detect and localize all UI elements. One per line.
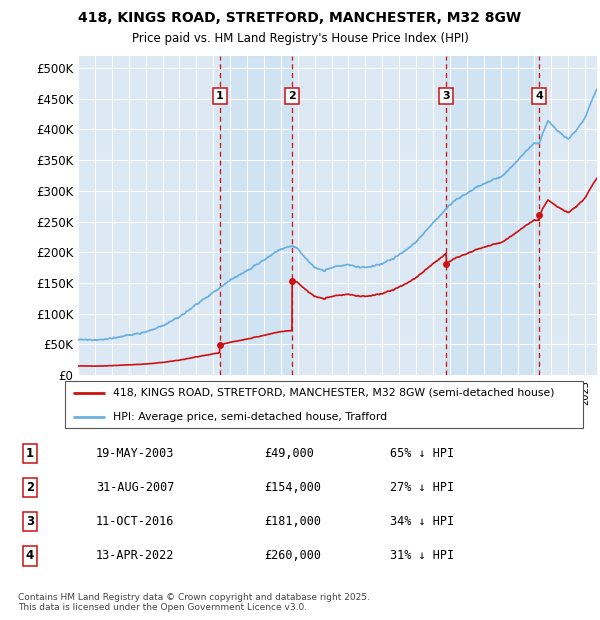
Text: HPI: Average price, semi-detached house, Trafford: HPI: Average price, semi-detached house,… [113,412,387,422]
Text: 418, KINGS ROAD, STRETFORD, MANCHESTER, M32 8GW (semi-detached house): 418, KINGS ROAD, STRETFORD, MANCHESTER, … [113,388,554,398]
Text: 27% ↓ HPI: 27% ↓ HPI [390,481,454,494]
Text: £181,000: £181,000 [264,515,321,528]
Text: 19-MAY-2003: 19-MAY-2003 [96,447,175,460]
Text: 31% ↓ HPI: 31% ↓ HPI [390,549,454,562]
Text: 2: 2 [289,91,296,100]
Text: 3: 3 [442,91,450,100]
Text: 31-AUG-2007: 31-AUG-2007 [96,481,175,494]
Text: 4: 4 [26,549,34,562]
Text: 1: 1 [216,91,224,100]
Text: 1: 1 [26,447,34,460]
Text: £260,000: £260,000 [264,549,321,562]
Text: 3: 3 [26,515,34,528]
Text: Contains HM Land Registry data © Crown copyright and database right 2025.
This d: Contains HM Land Registry data © Crown c… [18,593,370,613]
Text: 4: 4 [535,91,543,100]
Text: 13-APR-2022: 13-APR-2022 [96,549,175,562]
Text: 2: 2 [26,481,34,494]
Text: 11-OCT-2016: 11-OCT-2016 [96,515,175,528]
Bar [446,56,539,375]
Text: £49,000: £49,000 [264,447,314,460]
Text: 34% ↓ HPI: 34% ↓ HPI [390,515,454,528]
Bar [220,56,292,375]
Text: £154,000: £154,000 [264,481,321,494]
FancyBboxPatch shape [65,381,583,428]
Text: Price paid vs. HM Land Registry's House Price Index (HPI): Price paid vs. HM Land Registry's House … [131,32,469,45]
Text: 65% ↓ HPI: 65% ↓ HPI [390,447,454,460]
Text: 418, KINGS ROAD, STRETFORD, MANCHESTER, M32 8GW: 418, KINGS ROAD, STRETFORD, MANCHESTER, … [79,11,521,25]
